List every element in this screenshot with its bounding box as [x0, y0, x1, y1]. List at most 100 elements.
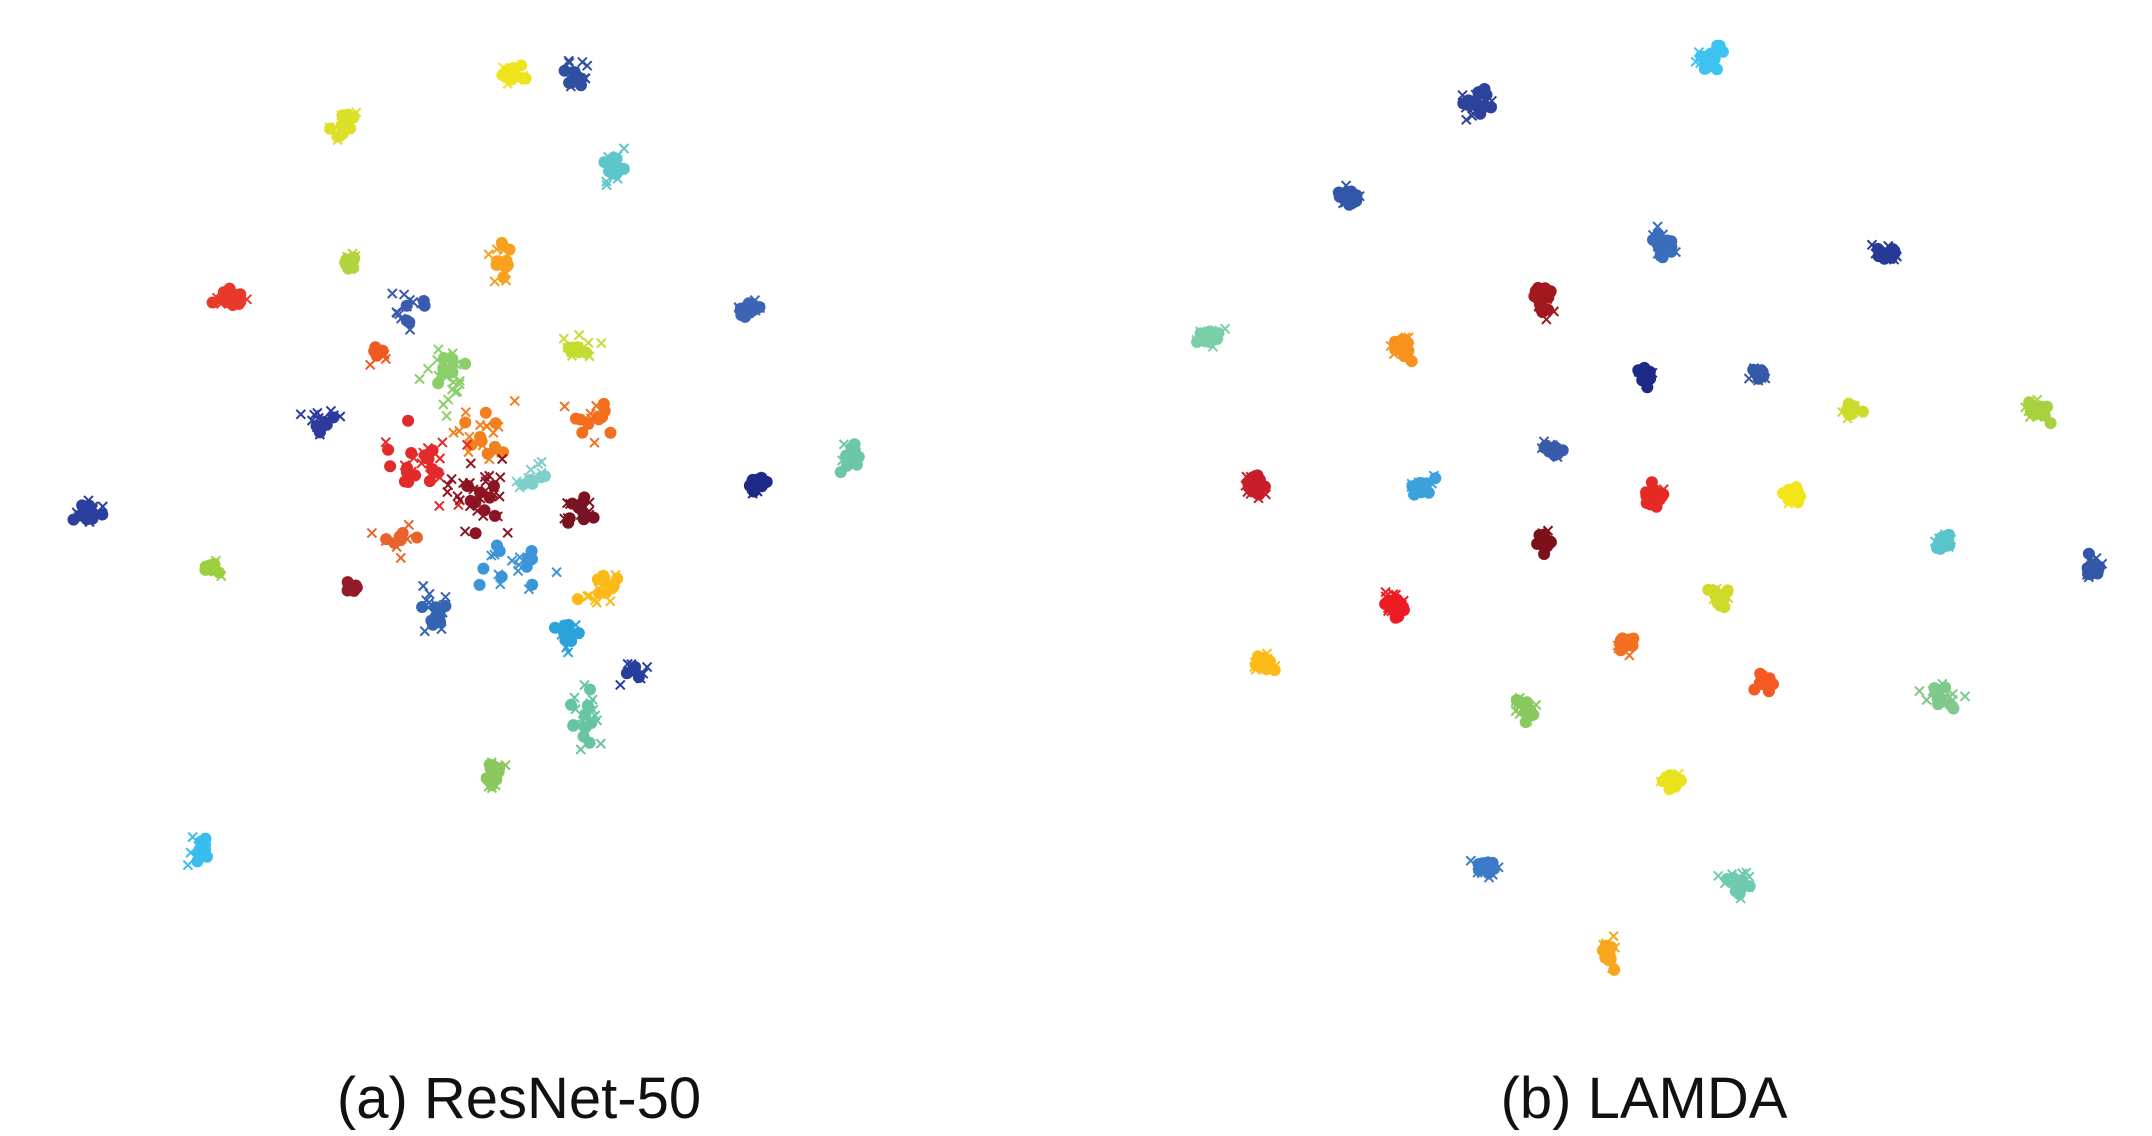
target-point: [500, 275, 512, 286]
cluster-17: [1777, 481, 1807, 509]
target-point: [464, 500, 476, 512]
target-point: [465, 458, 477, 469]
source-point: [1260, 663, 1273, 676]
target-point: [364, 359, 376, 371]
target-point: [1426, 478, 1438, 489]
target-point: [1743, 882, 1754, 893]
target-point: [1658, 484, 1669, 495]
target-point: [1654, 489, 1665, 501]
target-point: [441, 410, 452, 422]
source-point: [613, 161, 626, 174]
cluster-10: [1743, 362, 1771, 386]
target-point: [464, 477, 476, 489]
target-point: [746, 482, 758, 493]
target-point: [451, 386, 463, 397]
target-point: [332, 134, 343, 146]
cluster-6: [1528, 281, 1560, 325]
source-point: [333, 130, 346, 143]
source-point: [526, 477, 539, 490]
target-point: [1670, 246, 1682, 258]
target-point: [572, 75, 583, 87]
target-point: [589, 437, 600, 448]
target-point: [627, 668, 639, 679]
cluster-13: [1536, 436, 1569, 463]
target-point: [513, 559, 525, 571]
target-point: [2031, 394, 2043, 406]
target-point: [615, 679, 626, 691]
target-point: [209, 566, 221, 577]
target-point: [349, 260, 360, 272]
target-point: [1548, 306, 1560, 317]
target-point: [575, 744, 586, 755]
target-point: [504, 68, 515, 79]
target-point: [486, 550, 497, 561]
cluster-11: [1836, 397, 1869, 424]
target-point: [441, 371, 452, 383]
target-point: [2023, 405, 2034, 417]
target-point: [612, 150, 623, 162]
cluster-24: [473, 539, 562, 595]
target-point: [591, 715, 603, 726]
target-point: [311, 422, 323, 433]
target-point: [1660, 773, 1672, 784]
target-point: [495, 472, 506, 483]
target-point: [431, 354, 443, 366]
target-point: [523, 583, 535, 595]
target-point: [210, 555, 222, 567]
target-point: [495, 578, 506, 590]
source-point: [382, 443, 395, 456]
target-point: [600, 574, 611, 586]
target-point: [551, 566, 562, 578]
target-point: [220, 289, 231, 300]
target-point: [350, 107, 362, 118]
target-point: [585, 698, 596, 709]
source-point: [479, 406, 492, 419]
target-point: [562, 647, 574, 658]
cluster-19: [559, 491, 600, 529]
target-point: [407, 296, 419, 308]
target-point: [1655, 238, 1666, 250]
source-point: [402, 414, 415, 427]
target-point: [1530, 699, 1542, 711]
target-point: [1627, 632, 1638, 644]
target-point: [1428, 470, 1440, 481]
cluster-13: [448, 395, 520, 465]
cluster-14: [1240, 469, 1272, 504]
target-point: [569, 66, 580, 77]
target-point: [1890, 249, 1901, 261]
target-point: [1343, 191, 1354, 203]
target-point: [1791, 495, 1803, 506]
target-point: [1465, 855, 1477, 866]
target-point: [1619, 634, 1630, 645]
target-point: [483, 781, 494, 792]
target-point: [1711, 583, 1723, 594]
source-point: [473, 578, 486, 591]
cluster-30: [615, 658, 653, 691]
target-point: [496, 453, 508, 465]
source-point: [67, 513, 80, 526]
target-point: [1213, 329, 1224, 341]
target-point: [536, 467, 547, 479]
target-point: [324, 122, 335, 133]
source-point: [396, 527, 409, 539]
target-point: [581, 60, 593, 71]
target-point: [417, 580, 429, 592]
source-point: [604, 426, 617, 439]
target-point: [1866, 239, 1878, 251]
target-point: [1959, 691, 1971, 702]
target-point: [1756, 670, 1768, 681]
source-point: [1544, 285, 1557, 298]
target-point: [1937, 678, 1948, 690]
target-point: [502, 78, 513, 90]
target-point: [422, 363, 434, 375]
source-point: [1856, 405, 1869, 418]
target-point: [1947, 688, 1958, 700]
target-point: [601, 179, 612, 191]
cluster-19: [1929, 528, 1957, 555]
target-point: [454, 425, 465, 437]
source-point: [347, 111, 360, 124]
target-point: [408, 452, 420, 464]
source-point: [1544, 535, 1557, 548]
source-point: [384, 460, 397, 473]
target-point: [380, 535, 392, 547]
